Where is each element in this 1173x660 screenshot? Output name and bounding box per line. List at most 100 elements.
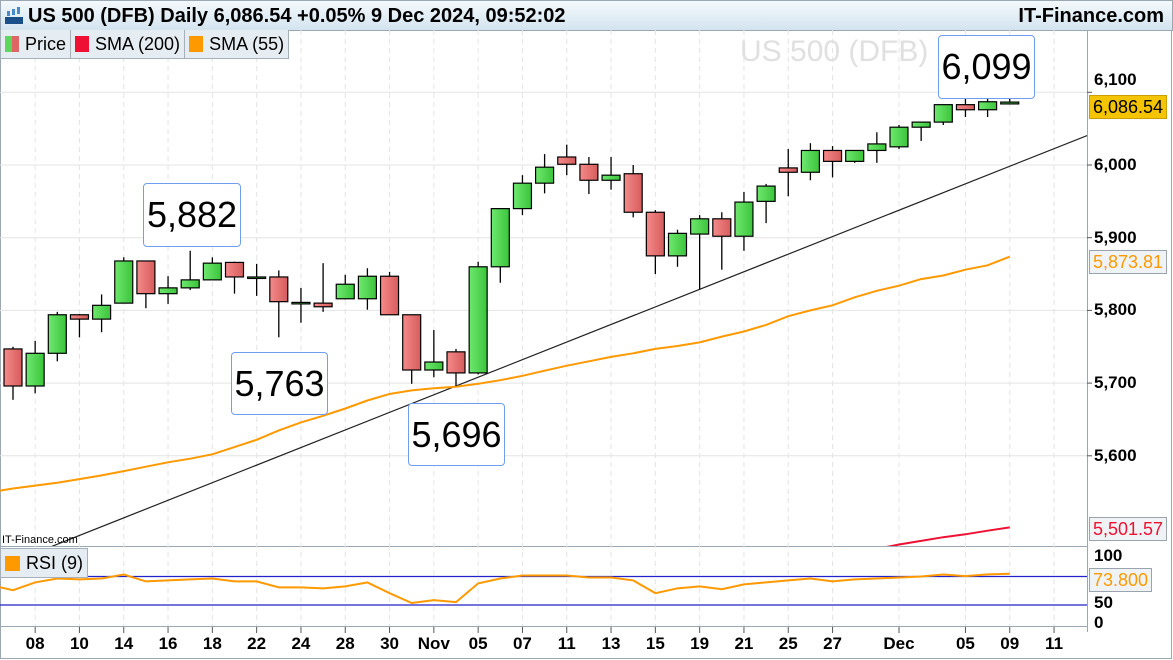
sma55-line-start (0, 487, 14, 492)
candle-body (955, 104, 976, 111)
trendline (51, 134, 1087, 546)
candle-27-nov (822, 146, 843, 178)
rsi-plot (0, 572, 1087, 606)
candle-24-oct (291, 287, 311, 323)
time-axis-label: 08 (25, 634, 45, 653)
candlestick-demo-icon (5, 7, 23, 24)
candle-body (47, 314, 67, 354)
candle-2-dec (889, 125, 909, 150)
sma200-swatch-icon (75, 36, 90, 52)
price-plot (0, 93, 1087, 546)
candle-body (3, 348, 23, 387)
candle-body (645, 211, 665, 257)
price-axis-label: 5,700 (1094, 373, 1137, 393)
rsi-value-tag: 73.800 (1089, 568, 1153, 592)
sma55-value-tag: 5,873.81 (1089, 250, 1168, 274)
last-price-tag: 6,086.54 (1089, 95, 1168, 119)
candle-body (25, 352, 45, 387)
candle-body (402, 314, 422, 371)
candle-body (933, 104, 953, 123)
time-axis-label: 16 (158, 634, 178, 653)
candle-body (490, 208, 510, 268)
candle-body (534, 166, 555, 184)
rsi-swatch-icon (5, 555, 20, 571)
candle-11-oct (91, 294, 112, 333)
candle-body (424, 361, 444, 371)
candle-body (1000, 101, 1020, 105)
candle-14-oct (114, 257, 134, 304)
time-axis-label: 24 (291, 634, 311, 653)
candle-body (91, 304, 112, 320)
candle-23-oct (269, 270, 289, 338)
candle-6-nov (490, 208, 510, 283)
candle-4-nov (446, 348, 466, 387)
legend-sma200[interactable]: SMA (200) (70, 30, 186, 59)
sma55-swatch-icon (189, 36, 204, 52)
time-axis-label: 21 (734, 634, 754, 653)
time-axis-label: 27 (823, 634, 843, 653)
time-axis-label: 07 (512, 634, 532, 653)
candle-body (202, 262, 222, 281)
rsi-legend[interactable]: RSI (9) (0, 548, 89, 578)
candle-body (579, 163, 599, 181)
candle-21-oct (224, 261, 245, 294)
price-axis-label: 5,900 (1094, 227, 1137, 247)
legend-sma55[interactable]: SMA (55) (184, 30, 290, 59)
candle-body (667, 232, 688, 257)
candle-body (977, 101, 998, 111)
time-axis-label: 18 (202, 634, 222, 653)
annotation-5882[interactable]: 5,882 (143, 183, 241, 247)
candle-21-nov (734, 191, 754, 251)
time-axis-label: 19 (690, 634, 710, 653)
candle-12-nov (579, 157, 599, 195)
candle-1-nov (424, 330, 444, 378)
candle-body (800, 149, 821, 173)
small-brand-label: IT-Finance.com (2, 534, 78, 546)
candle-body (247, 276, 267, 280)
candle-10-oct (69, 314, 90, 338)
candle-body (468, 266, 488, 374)
rsi-axis-label: 50 (1094, 593, 1113, 612)
candle-body (114, 260, 134, 304)
time-axis-label: Nov (417, 634, 450, 653)
candle-5-nov (468, 261, 488, 375)
candle-19-nov (690, 215, 710, 290)
annotation-5696[interactable]: 5,696 (408, 403, 505, 466)
candle-body (69, 314, 90, 320)
rsi-axis-label: 100 (1094, 546, 1123, 565)
time-axis-label: 30 (380, 634, 400, 653)
candle-body (845, 149, 865, 162)
candle-body (712, 218, 732, 237)
candle-body (357, 275, 377, 300)
candle-26-nov (800, 143, 821, 181)
candle-body (136, 260, 156, 295)
chart-legend: Price SMA (200) SMA (55) (0, 30, 290, 59)
candle-body (756, 185, 776, 202)
candle-30-oct (379, 271, 400, 316)
time-axis-label: Dec (883, 634, 915, 653)
chart-header: US 500 (DFB) Daily 6,086.54 +0.05% 9 Dec… (0, 0, 1173, 31)
candle-11-nov (557, 144, 577, 176)
time-axis-label: 05 (955, 634, 975, 653)
candle-body (734, 201, 754, 237)
legend-price[interactable]: Price (0, 30, 72, 59)
price-swatch-icon (5, 36, 19, 52)
candle-25-nov (778, 149, 798, 197)
annotation-5763[interactable]: 5,763 (231, 352, 328, 415)
legend-label: Price (25, 33, 67, 54)
candle-body (446, 351, 466, 374)
candle-body (778, 167, 798, 173)
candle-28-nov (845, 149, 865, 163)
time-axis-label: 09 (1000, 634, 1020, 653)
candle-7-oct (3, 346, 23, 400)
candle-body (313, 302, 333, 308)
candle-20-nov (712, 212, 732, 270)
annotation-high-6099[interactable]: 6,099 (938, 35, 1035, 99)
rsi-axis-label: 0 (1094, 613, 1104, 632)
price-axis-label: 6,100 (1094, 70, 1137, 89)
price-axis-label: 6,000 (1094, 155, 1137, 174)
candle-body (335, 283, 355, 300)
candle-8-nov (534, 154, 555, 194)
rsi-legend-label: RSI (9) (26, 552, 84, 573)
